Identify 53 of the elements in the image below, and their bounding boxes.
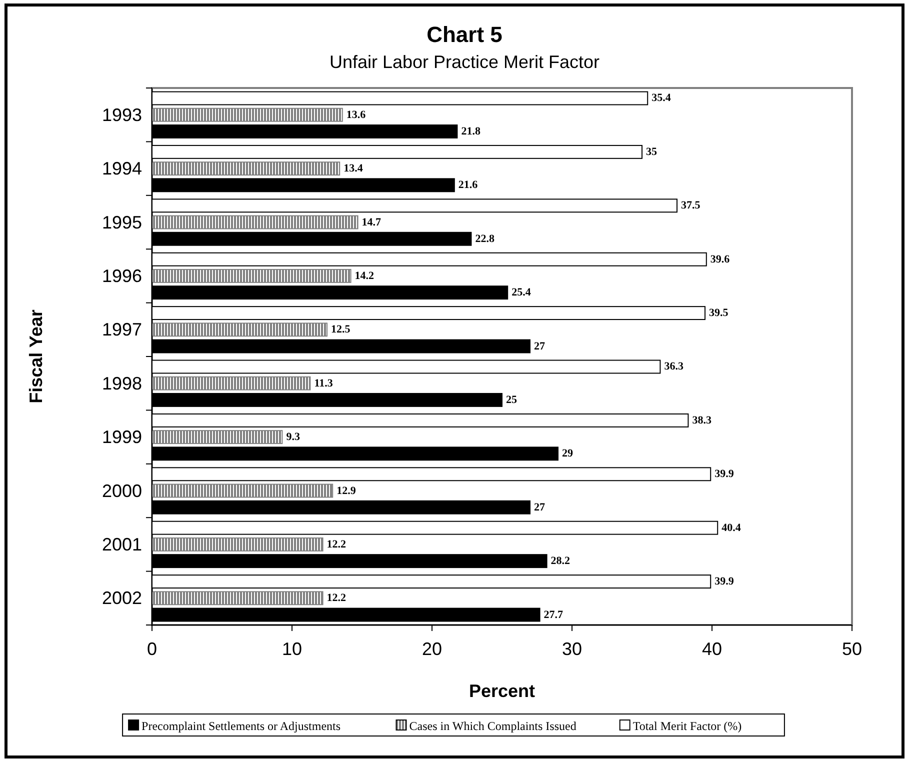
data-label: 9.3 bbox=[286, 431, 300, 444]
data-label: 21.6 bbox=[458, 179, 478, 192]
data-label: 35 bbox=[646, 146, 658, 158]
data-label: 36.3 bbox=[664, 360, 684, 373]
legend-label: Cases in Which Complaints Issued bbox=[409, 719, 576, 733]
data-label: 40.4 bbox=[722, 522, 742, 534]
data-label: 27.7 bbox=[544, 608, 564, 621]
legend-label: Precomplaint Settlements or Adjustments bbox=[142, 719, 341, 733]
y-tick-label: 1995 bbox=[102, 212, 142, 232]
data-label: 37.5 bbox=[681, 200, 701, 212]
y-tick-label: 2002 bbox=[102, 588, 142, 608]
data-label: 25.4 bbox=[512, 286, 532, 299]
data-label: 12.5 bbox=[331, 324, 351, 336]
data-label: 13.6 bbox=[346, 108, 366, 121]
data-label: 14.7 bbox=[362, 216, 382, 228]
data-label: 39.9 bbox=[714, 468, 734, 480]
y-tick-label: 1997 bbox=[102, 320, 142, 340]
data-label: 12.9 bbox=[336, 484, 356, 497]
x-tick-label: 0 bbox=[146, 639, 158, 659]
data-label: 25 bbox=[506, 394, 518, 406]
legend-label: Total Merit Factor (%) bbox=[632, 719, 742, 733]
y-tick-label: 1993 bbox=[102, 104, 142, 125]
data-label: 28.2 bbox=[550, 555, 571, 568]
y-tick-label: 1999 bbox=[102, 427, 142, 448]
x-tick-label: 10 bbox=[282, 639, 302, 659]
data-label: 39.5 bbox=[709, 307, 729, 320]
data-label: 27 bbox=[534, 501, 546, 514]
y-axis-title: Fiscal Year bbox=[26, 310, 46, 404]
x-axis-title: Percent bbox=[468, 681, 536, 701]
y-tick-label: 1998 bbox=[102, 373, 142, 394]
data-label: 29 bbox=[562, 448, 574, 460]
data-label: 27 bbox=[534, 340, 546, 352]
data-label: 38.3 bbox=[692, 414, 712, 426]
x-tick-label: 50 bbox=[842, 639, 862, 659]
data-label: 11.3 bbox=[314, 377, 334, 390]
data-label: 12.2 bbox=[326, 592, 347, 604]
x-tick-label: 20 bbox=[422, 639, 442, 659]
y-tick-label: 2000 bbox=[102, 480, 142, 501]
y-tick-label: 1996 bbox=[102, 266, 142, 286]
data-label: 13.4 bbox=[344, 162, 364, 175]
data-label: 39.9 bbox=[714, 576, 734, 588]
x-tick-label: 40 bbox=[702, 639, 722, 659]
data-label: 14.2 bbox=[354, 270, 375, 282]
y-tick-label: 2001 bbox=[102, 534, 142, 554]
chart-title: Chart 5 bbox=[426, 22, 502, 47]
data-label: 22.8 bbox=[475, 232, 495, 245]
data-label: 12.2 bbox=[326, 538, 347, 550]
y-tick-label: 1994 bbox=[102, 158, 142, 179]
data-label: 35.4 bbox=[652, 92, 672, 104]
data-label: 39.6 bbox=[710, 253, 730, 266]
data-label: 21.8 bbox=[461, 125, 481, 138]
chart-subtitle: Unfair Labor Practice Merit Factor bbox=[329, 52, 600, 72]
x-tick-label: 30 bbox=[562, 639, 582, 659]
